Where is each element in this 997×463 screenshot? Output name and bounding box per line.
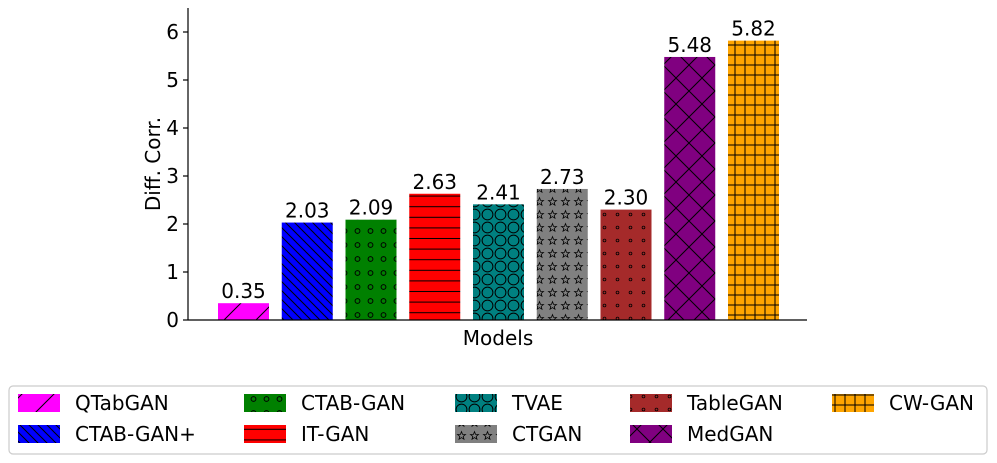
y-axis-label: Diff. Corr. <box>141 117 165 211</box>
legend-label: TVAE <box>511 391 563 415</box>
bar-ctab-gan <box>281 222 333 320</box>
bar-it-gan <box>409 193 461 320</box>
legend-label: MedGAN <box>687 422 773 446</box>
legend-swatch <box>630 425 672 443</box>
bar-value-label: 2.41 <box>476 180 521 204</box>
legend-swatch <box>18 425 60 443</box>
legend-swatch <box>455 425 497 443</box>
legend-item-ctgan: CTGAN <box>455 422 582 446</box>
y-tick-label: 4 <box>166 116 179 140</box>
bar-value-label: 2.03 <box>285 199 330 223</box>
y-tick-label: 0 <box>166 308 179 332</box>
bar-qtabgan <box>218 303 269 320</box>
legend-label: CTAB-GAN <box>301 391 405 415</box>
bar-value-label: 5.48 <box>667 33 712 57</box>
legend-label: CTGAN <box>512 422 582 446</box>
y-tick-label: 6 <box>166 20 179 44</box>
legend-item-medgan: MedGAN <box>630 422 773 446</box>
legend-swatch <box>630 394 672 412</box>
legend-label: CW-GAN <box>889 391 974 415</box>
legend-item-it-gan: IT-GAN <box>244 422 369 446</box>
y-tick-label: 1 <box>166 260 179 284</box>
legend-item-cw-gan: CW-GAN <box>832 391 974 415</box>
bar-cw-gan <box>728 40 779 320</box>
legend-swatch <box>455 394 497 412</box>
bar-ctab-gan <box>345 219 397 320</box>
legend-label: QTabGAN <box>75 391 169 415</box>
legend-item-tvae: TVAE <box>455 391 563 415</box>
axes-layer: 0 1 2 3 4 5 6 <box>166 8 807 332</box>
legend-item-ctab-gan: CTAB-GAN <box>244 391 405 415</box>
y-tick-label: 3 <box>166 164 179 188</box>
bar-value-label: 0.35 <box>221 279 266 303</box>
y-tick-label: 5 <box>166 68 179 92</box>
bar-value-label: 2.09 <box>349 196 394 220</box>
legend-item-ctab-gan: CTAB-GAN+ <box>18 422 196 446</box>
legend-swatch <box>832 394 874 412</box>
bar-tablegan <box>600 209 652 320</box>
bar-value-label: 2.30 <box>604 186 649 210</box>
legend-label: IT-GAN <box>301 422 369 446</box>
legend: QTabGAN CTAB-GAN+ CTAB-GAN IT-GAN TVAE CTGAN T… <box>8 385 988 455</box>
legend-item-tablegan: TableGAN <box>630 391 783 415</box>
legend-swatch <box>18 394 60 412</box>
legend-item-qtabgan: QTabGAN <box>18 391 169 415</box>
bar-value-label: 5.82 <box>731 17 776 41</box>
legend-label: TableGAN <box>686 391 783 415</box>
x-axis-label: Models <box>463 326 533 350</box>
legend-swatch <box>244 394 286 412</box>
bars-layer: 0.35 2.03 2.09 2.63 2.41 2.73 2.30 5.48 5.82 <box>218 17 779 321</box>
bar-value-label: 2.63 <box>412 170 457 194</box>
bar-medgan <box>664 56 716 321</box>
legend-swatch <box>244 425 286 443</box>
bar-tvae <box>473 204 524 320</box>
y-tick-label: 2 <box>166 212 179 236</box>
legend-label: CTAB-GAN+ <box>75 422 196 446</box>
bar-ctgan <box>536 188 588 320</box>
bar-value-label: 2.73 <box>540 165 585 189</box>
